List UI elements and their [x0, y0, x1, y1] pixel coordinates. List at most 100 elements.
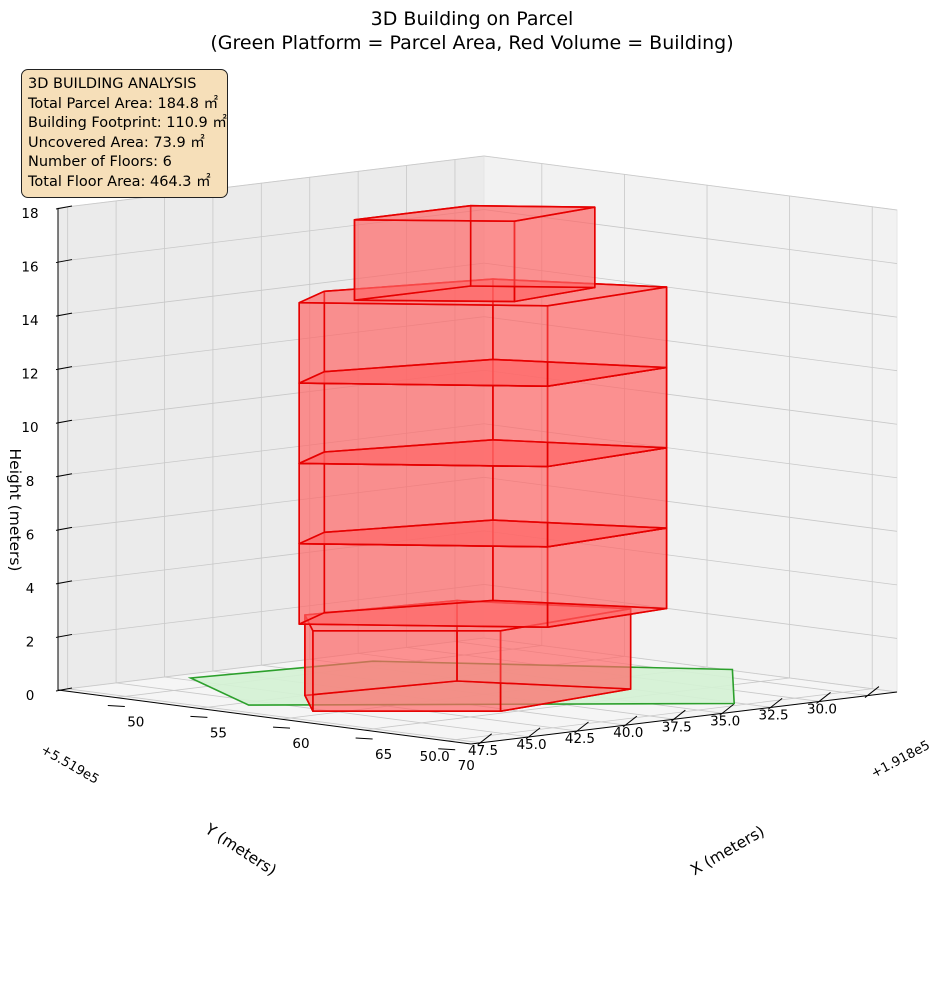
grid-line-z: [483, 155, 898, 211]
grid-line-z: [483, 369, 898, 425]
y-tick-mark: [574, 721, 589, 734]
building-floor-3: [298, 438, 668, 548]
x-tick-mark: [272, 726, 291, 729]
building-face: [353, 204, 596, 222]
grid-line-z: [57, 369, 485, 423]
z-tick-mark: [55, 419, 73, 424]
z-tick-label: 6: [26, 527, 35, 543]
building-floor-4: [298, 358, 668, 468]
y-tick-label: 37.5: [662, 719, 692, 735]
grid-line-z: [57, 530, 485, 584]
y-axis-label: Y (meters): [201, 820, 280, 880]
y-tick-mark: [767, 697, 783, 710]
analysis-info-box: 3D BUILDING ANALYSIS Total Parcel Area: …: [21, 69, 228, 198]
x-tick-label: 70: [458, 758, 475, 774]
y-tick-mark: [816, 692, 831, 704]
building-face: [298, 290, 326, 384]
chart-subtitle: (Green Platform = Parcel Area, Red Volum…: [210, 32, 734, 54]
x-axis-line: [57, 689, 472, 745]
info-number-of-floors: Number of Floors: 6: [28, 154, 172, 171]
z-tick-mark: [55, 526, 73, 531]
z-tick-label: 12: [21, 367, 38, 383]
x-tick-label: 55: [210, 725, 227, 741]
y-tick-label: 32.5: [759, 707, 789, 723]
building-floor-6: [353, 204, 596, 303]
y-tick-mark: [719, 703, 735, 716]
building-face: [298, 278, 668, 307]
y-tick-mark: [622, 715, 638, 728]
grid-line-z: [483, 584, 898, 639]
z-tick-label: 2: [26, 634, 35, 650]
z-tick-label: 16: [21, 260, 38, 276]
grid-line-z: [57, 423, 485, 477]
y-tick-label: 47.5: [468, 743, 498, 759]
info-total-parcel-area: Total Parcel Area: 184.8 ㎡: [28, 95, 219, 112]
y-tick-label: 42.5: [565, 731, 595, 747]
info-uncovered-area: Uncovered Area: 73.9 ㎡: [28, 134, 205, 151]
x-offset-label: +1.918e5: [869, 738, 933, 781]
z-tick-mark: [55, 366, 73, 371]
grid-line-z: [57, 476, 485, 530]
building-face: [298, 451, 326, 545]
y-tick-mark: [864, 686, 880, 698]
x-tick-label: 65: [375, 747, 392, 763]
grid-line-x: [446, 688, 873, 742]
z-tick-mark: [55, 312, 73, 317]
z-tick-mark: [55, 580, 73, 585]
grid-line-z: [57, 637, 485, 691]
grid-line-z: [483, 209, 898, 264]
z-tick-mark: [55, 687, 73, 692]
grid-line-z: [57, 155, 485, 209]
z-axis-label: Height (meters): [6, 449, 24, 572]
x-tick-mark: [355, 737, 373, 740]
grid-line-y: [67, 688, 481, 744]
x-axis-label: X (meters): [687, 822, 767, 879]
z-tick-mark: [55, 205, 73, 210]
y-tick-label: 45.0: [516, 737, 546, 753]
info-heading: 3D BUILDING ANALYSIS: [28, 76, 197, 92]
grid-line-z: [57, 584, 485, 637]
y-tick-mark: [671, 709, 686, 722]
x-tick-label: 50: [127, 715, 144, 731]
z-tick-mark: [55, 259, 73, 264]
building-floor-2: [298, 519, 668, 629]
info-building-footprint: Building Footprint: 110.9 ㎡: [28, 115, 227, 132]
z-tick-label: 10: [21, 420, 38, 436]
x-tick-mark: [438, 748, 456, 751]
x-tick-label: 60: [292, 736, 309, 752]
y-tick-mark: [477, 733, 492, 746]
z-tick-label: 4: [26, 581, 35, 597]
z-tick-label: 18: [21, 206, 38, 222]
y-axis-line: [470, 691, 898, 745]
y-tick-label: 40.0: [613, 725, 643, 741]
z-tick-mark: [55, 633, 73, 638]
y-tick-label: 35.0: [710, 713, 740, 729]
x-tick-mark: [190, 715, 208, 718]
grid-line-z: [483, 316, 898, 372]
building-face: [298, 370, 326, 465]
z-tick-label: 8: [26, 474, 35, 490]
grid-line-z: [57, 262, 485, 316]
info-total-floor-area: Total Floor Area: 464.3 ㎡: [28, 173, 211, 190]
y-tick-mark: [525, 727, 541, 740]
grid-line-y: [116, 682, 530, 738]
grid-line-z: [57, 209, 485, 262]
grid-line-z: [483, 423, 898, 479]
z-tick-label: 0: [26, 688, 35, 704]
building-face: [298, 531, 326, 625]
building-floor-1: [304, 599, 632, 713]
grid-line-z: [57, 316, 485, 370]
z-tick-label: 14: [21, 313, 38, 329]
y-tick-label: 30.0: [807, 702, 837, 718]
grid-line-z: [483, 530, 898, 586]
grid-line-z: [483, 637, 898, 693]
z-tick-mark: [55, 473, 73, 478]
y-offset-label: +5.519e5: [38, 742, 101, 787]
x-tick-mark: [107, 705, 125, 708]
building-floor-5: [298, 278, 668, 388]
chart-title: 3D Building on Parcel: [370, 8, 574, 30]
grid-line-z: [483, 476, 898, 532]
grid-line-z: [483, 262, 898, 318]
y-tick-label: 50.0: [420, 749, 450, 765]
